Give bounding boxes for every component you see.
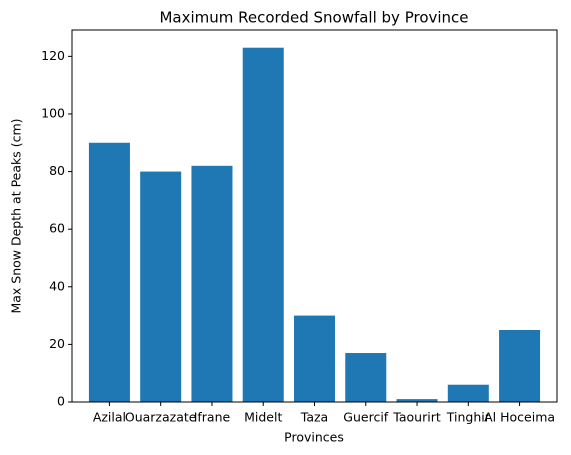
x-axis-label: Provinces bbox=[284, 430, 344, 445]
bar bbox=[88, 142, 130, 403]
x-tick-label: Guercif bbox=[343, 410, 389, 425]
x-tick-label: Ouarzazate bbox=[125, 410, 197, 425]
y-tick-label: 40 bbox=[49, 278, 65, 293]
x-tick-label: Taourirt bbox=[392, 410, 441, 425]
x-tick-label: Tinghir bbox=[446, 410, 491, 425]
bar bbox=[499, 329, 541, 402]
x-tick-label: Taza bbox=[300, 410, 328, 425]
bar bbox=[396, 399, 438, 402]
y-tick-label: 100 bbox=[41, 105, 65, 120]
chart-title: Maximum Recorded Snowfall by Province bbox=[159, 9, 468, 27]
bar bbox=[140, 171, 182, 402]
x-tick-label: Azilal bbox=[93, 410, 126, 425]
x-tick-label: Al Hoceima bbox=[484, 410, 555, 425]
bar bbox=[447, 384, 489, 402]
y-axis-label: Max Snow Depth at Peaks (cm) bbox=[9, 118, 24, 313]
plot-frame bbox=[71, 29, 558, 403]
y-tick-label: 60 bbox=[49, 221, 65, 236]
y-tick-label: 120 bbox=[41, 48, 65, 63]
y-tick-label: 80 bbox=[49, 163, 65, 178]
x-tick-label: Ifrane bbox=[194, 410, 231, 425]
bar bbox=[293, 315, 336, 402]
y-tick-label: 0 bbox=[57, 394, 65, 409]
x-tick-label: Midelt bbox=[244, 410, 282, 425]
bar bbox=[345, 353, 387, 402]
bar bbox=[191, 165, 233, 402]
y-tick-label: 20 bbox=[49, 336, 65, 351]
bar bbox=[242, 47, 284, 402]
